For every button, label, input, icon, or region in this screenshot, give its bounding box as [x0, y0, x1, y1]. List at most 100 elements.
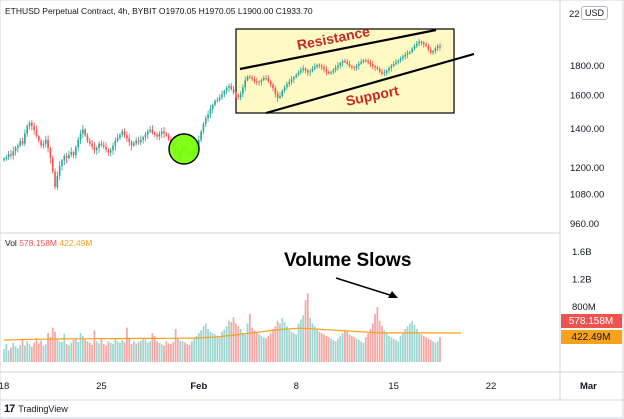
- volume-bar[interactable]: [362, 342, 365, 362]
- volume-bar[interactable]: [109, 342, 112, 362]
- volume-bar[interactable]: [408, 323, 411, 363]
- candle-body[interactable]: [411, 48, 413, 52]
- candle-body[interactable]: [249, 76, 251, 78]
- volume-bar[interactable]: [337, 338, 339, 362]
- volume-bar[interactable]: [186, 344, 189, 362]
- candle-body[interactable]: [383, 72, 386, 74]
- candle-body[interactable]: [123, 131, 126, 135]
- volume-bar[interactable]: [385, 333, 388, 362]
- volume-bar[interactable]: [35, 337, 38, 362]
- candle-body[interactable]: [316, 64, 318, 67]
- volume-bar[interactable]: [388, 335, 390, 362]
- tradingview-logo[interactable]: 17 TradingView: [4, 403, 68, 415]
- candle-body[interactable]: [297, 72, 300, 75]
- volume-bar[interactable]: [86, 341, 89, 362]
- candle-body[interactable]: [406, 53, 409, 55]
- candle-body[interactable]: [358, 63, 360, 66]
- volume-bar[interactable]: [37, 343, 40, 362]
- volume-bar[interactable]: [72, 340, 75, 362]
- candle-body[interactable]: [371, 64, 374, 66]
- candle-body[interactable]: [35, 130, 38, 137]
- volume-bar[interactable]: [378, 320, 381, 362]
- candle-body[interactable]: [40, 140, 42, 146]
- volume-bar[interactable]: [276, 320, 279, 362]
- volume-bar[interactable]: [33, 342, 36, 362]
- candle-body[interactable]: [255, 81, 258, 83]
- volume-bar[interactable]: [436, 341, 439, 362]
- candle-body[interactable]: [420, 41, 423, 43]
- candle-body[interactable]: [209, 108, 212, 115]
- volume-bar[interactable]: [65, 344, 68, 362]
- candle-body[interactable]: [434, 48, 437, 52]
- volume-bar[interactable]: [170, 344, 172, 362]
- volume-bar[interactable]: [51, 327, 54, 362]
- candle-body[interactable]: [290, 79, 293, 82]
- volume-bar[interactable]: [77, 342, 80, 362]
- candle-body[interactable]: [251, 77, 253, 80]
- candle-body[interactable]: [198, 140, 200, 146]
- volume-bar[interactable]: [181, 341, 184, 362]
- candle-body[interactable]: [26, 125, 28, 134]
- volume-bar[interactable]: [202, 326, 205, 362]
- candle-body[interactable]: [323, 67, 325, 70]
- candle-body[interactable]: [58, 166, 61, 177]
- candle-body[interactable]: [19, 141, 22, 146]
- volume-bar[interactable]: [177, 338, 179, 362]
- volume-bar[interactable]: [195, 335, 198, 362]
- candle-body[interactable]: [307, 70, 309, 73]
- volume-bar[interactable]: [174, 329, 177, 362]
- volume-bar[interactable]: [297, 323, 300, 363]
- volume-bar[interactable]: [179, 340, 182, 362]
- volume-bar[interactable]: [334, 341, 337, 362]
- volume-bar[interactable]: [42, 345, 45, 363]
- volume-bar[interactable]: [422, 335, 425, 362]
- volume-bar[interactable]: [332, 340, 335, 362]
- candle-body[interactable]: [429, 49, 432, 53]
- volume-bar[interactable]: [68, 345, 70, 363]
- candle-body[interactable]: [385, 70, 388, 73]
- candle-body[interactable]: [107, 149, 110, 153]
- candle-body[interactable]: [126, 134, 128, 139]
- volume-bar[interactable]: [260, 335, 263, 362]
- candle-body[interactable]: [204, 118, 207, 124]
- volume-bar[interactable]: [402, 333, 404, 362]
- volume-bar[interactable]: [167, 343, 170, 362]
- volume-bar[interactable]: [295, 334, 298, 363]
- candle-body[interactable]: [362, 60, 365, 62]
- candle-body[interactable]: [221, 94, 223, 98]
- candle-body[interactable]: [91, 143, 93, 147]
- candle-body[interactable]: [253, 79, 256, 82]
- candle-body[interactable]: [404, 54, 407, 57]
- volume-bar[interactable]: [63, 333, 66, 362]
- volume-bar[interactable]: [93, 330, 96, 362]
- candle-body[interactable]: [10, 154, 12, 156]
- volume-bar[interactable]: [188, 344, 191, 362]
- volume-bar[interactable]: [355, 338, 358, 362]
- volume-bar[interactable]: [84, 339, 87, 362]
- candle-body[interactable]: [218, 97, 221, 100]
- candle-body[interactable]: [89, 140, 91, 144]
- volume-bar[interactable]: [325, 335, 328, 362]
- candle-body[interactable]: [409, 51, 411, 54]
- volume-bar[interactable]: [225, 326, 228, 362]
- volume-bar[interactable]: [14, 346, 17, 362]
- volume-bar[interactable]: [75, 337, 77, 362]
- candle-body[interactable]: [42, 143, 45, 146]
- candle-body[interactable]: [344, 61, 346, 63]
- candle-body[interactable]: [228, 86, 230, 88]
- candle-body[interactable]: [318, 64, 321, 66]
- volume-bar[interactable]: [262, 337, 265, 362]
- candle-body[interactable]: [95, 147, 98, 151]
- candle-body[interactable]: [63, 156, 66, 161]
- candle-body[interactable]: [68, 154, 70, 159]
- candle-body[interactable]: [158, 133, 161, 137]
- volume-bar[interactable]: [207, 329, 209, 362]
- candle-body[interactable]: [202, 123, 205, 132]
- candle-body[interactable]: [33, 125, 35, 131]
- candle-body[interactable]: [200, 131, 202, 141]
- candle-body[interactable]: [427, 46, 430, 50]
- volume-bar[interactable]: [351, 335, 353, 362]
- volume-bar[interactable]: [158, 342, 161, 362]
- volume-bar[interactable]: [290, 331, 293, 362]
- volume-bar[interactable]: [418, 333, 420, 362]
